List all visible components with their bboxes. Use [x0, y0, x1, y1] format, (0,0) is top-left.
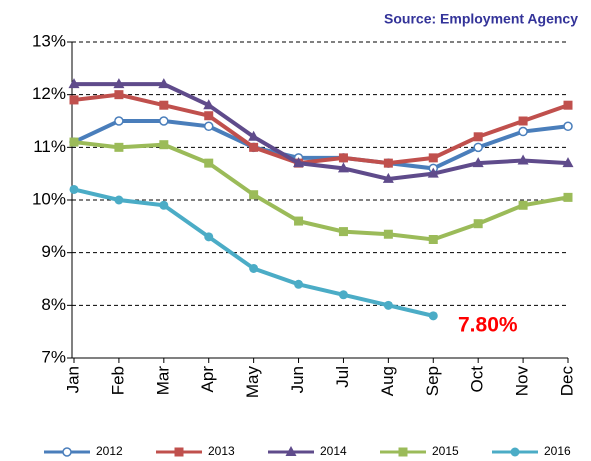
legend-label: 2014 [320, 444, 347, 458]
marker [428, 235, 438, 244]
marker [294, 279, 304, 289]
legend-item: 2013 [156, 444, 235, 458]
marker [428, 311, 438, 321]
marker [204, 111, 214, 121]
x-tick-label: Nov [513, 366, 532, 397]
marker [159, 100, 169, 110]
legend-label: 2012 [96, 444, 123, 458]
marker [249, 142, 259, 152]
marker [338, 153, 348, 163]
marker [338, 290, 348, 300]
line [73, 187, 434, 318]
marker [338, 227, 348, 237]
marker [563, 100, 573, 110]
legend-item: 2014 [268, 444, 347, 458]
marker [114, 195, 124, 205]
legend-item: 2012 [44, 444, 123, 458]
line [74, 82, 569, 181]
marker [294, 216, 304, 226]
x-tick-label: Dec [557, 366, 576, 397]
marker [473, 142, 483, 153]
x-tick-label: May [243, 366, 262, 399]
marker [382, 172, 394, 183]
x-tick-label: Aug [378, 366, 397, 396]
series [69, 137, 573, 244]
marker [517, 154, 529, 165]
line [73, 119, 569, 171]
marker [518, 116, 528, 126]
marker [114, 116, 124, 126]
marker [428, 153, 438, 163]
x-tick-label: Feb [108, 366, 127, 395]
marker [69, 95, 79, 105]
legend-item: 2016 [492, 444, 571, 458]
marker [383, 229, 393, 239]
source: Source: Employment Agency [384, 11, 578, 27]
marker [158, 78, 170, 89]
x-tick-label: Oct [468, 366, 487, 393]
legend-label: 2016 [544, 444, 571, 458]
marker [159, 140, 169, 150]
marker [174, 447, 184, 457]
marker [69, 184, 79, 194]
legend-label: 2013 [208, 444, 235, 458]
marker [159, 116, 169, 126]
marker [159, 200, 169, 210]
marker [293, 157, 305, 168]
marker [473, 132, 483, 142]
legend-label: 2015 [432, 444, 459, 458]
y-tick-label: 9% [41, 242, 66, 261]
line [73, 140, 569, 242]
marker [472, 157, 484, 168]
marker [203, 99, 215, 110]
marker [383, 158, 393, 168]
marker [473, 219, 483, 229]
y-tick-label: 7% [41, 347, 66, 366]
marker [69, 137, 79, 147]
y-tick-label: 13% [32, 31, 66, 50]
legend-item: 2015 [380, 444, 459, 458]
marker [518, 126, 528, 137]
marker [248, 130, 260, 141]
marker [113, 78, 125, 89]
marker [427, 167, 439, 178]
x-tick-label: Mar [153, 366, 172, 396]
marker [383, 300, 393, 310]
marker [204, 158, 214, 168]
marker [337, 162, 349, 173]
x-tick-label: Jan [63, 366, 82, 393]
y-tick-label: 10% [32, 189, 66, 208]
marker [398, 447, 408, 457]
marker [68, 78, 80, 89]
x-tick-label: Apr [198, 366, 217, 393]
marker [249, 263, 259, 273]
line [73, 92, 569, 166]
marker [510, 447, 520, 457]
x-tick-label: Jul [333, 366, 352, 388]
x-tick-label: Sep [423, 366, 442, 396]
x-tick-label: Jun [288, 366, 307, 393]
series [68, 78, 574, 183]
marker [249, 190, 259, 200]
marker [563, 192, 573, 202]
marker [563, 121, 573, 132]
marker [562, 157, 574, 168]
marker [285, 446, 297, 456]
marker [62, 447, 72, 457]
marker [204, 232, 214, 242]
annotation: 7.80% [458, 314, 518, 337]
marker [114, 142, 124, 152]
y-tick-label: 11% [33, 137, 66, 156]
marker [114, 90, 124, 100]
marker [203, 121, 214, 132]
series [69, 184, 438, 321]
y-tick-label: 12% [32, 84, 66, 103]
marker [518, 200, 528, 210]
y-tick-label: 8% [41, 295, 66, 314]
